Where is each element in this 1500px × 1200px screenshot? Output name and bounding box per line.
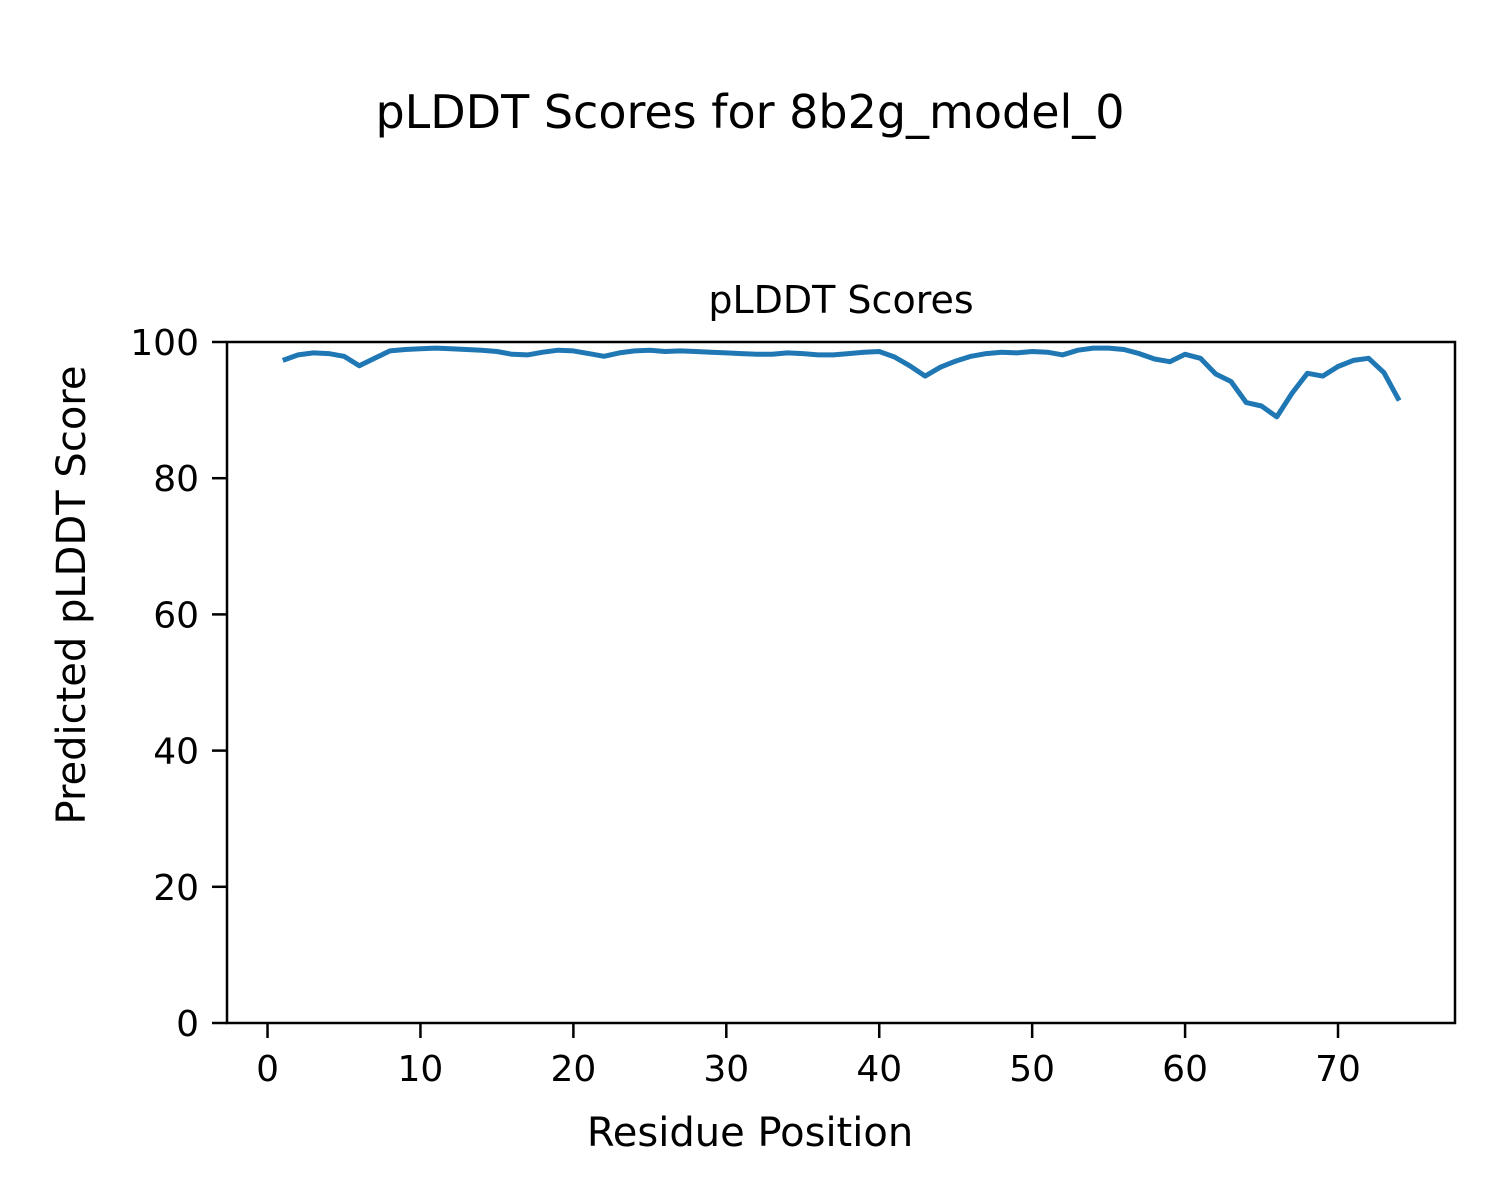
figure-title: pLDDT Scores for 8b2g_model_0 bbox=[375, 85, 1125, 139]
x-tick-label: 40 bbox=[856, 1049, 902, 1090]
y-tick-label: 40 bbox=[153, 732, 199, 773]
y-tick-label: 20 bbox=[153, 868, 199, 909]
plddt-line-series bbox=[281, 345, 1402, 420]
x-tick-label: 70 bbox=[1315, 1049, 1361, 1090]
x-tick-label: 10 bbox=[398, 1049, 444, 1090]
x-tick-label: 30 bbox=[703, 1049, 749, 1090]
x-tick-label: 50 bbox=[1009, 1049, 1055, 1090]
x-tick-label: 60 bbox=[1162, 1049, 1208, 1090]
axes-spines bbox=[225, 340, 1457, 1025]
y-tick-label: 0 bbox=[176, 1004, 199, 1045]
x-tick-label: 0 bbox=[256, 1049, 279, 1090]
y-tick-label: 60 bbox=[153, 595, 199, 636]
x-tick-label: 20 bbox=[550, 1049, 596, 1090]
y-tick-label: 80 bbox=[153, 459, 199, 500]
axes-title: pLDDT Scores bbox=[708, 278, 974, 322]
y-tick-label: 100 bbox=[130, 323, 199, 364]
x-axis-label: Residue Position bbox=[586, 1110, 914, 1156]
